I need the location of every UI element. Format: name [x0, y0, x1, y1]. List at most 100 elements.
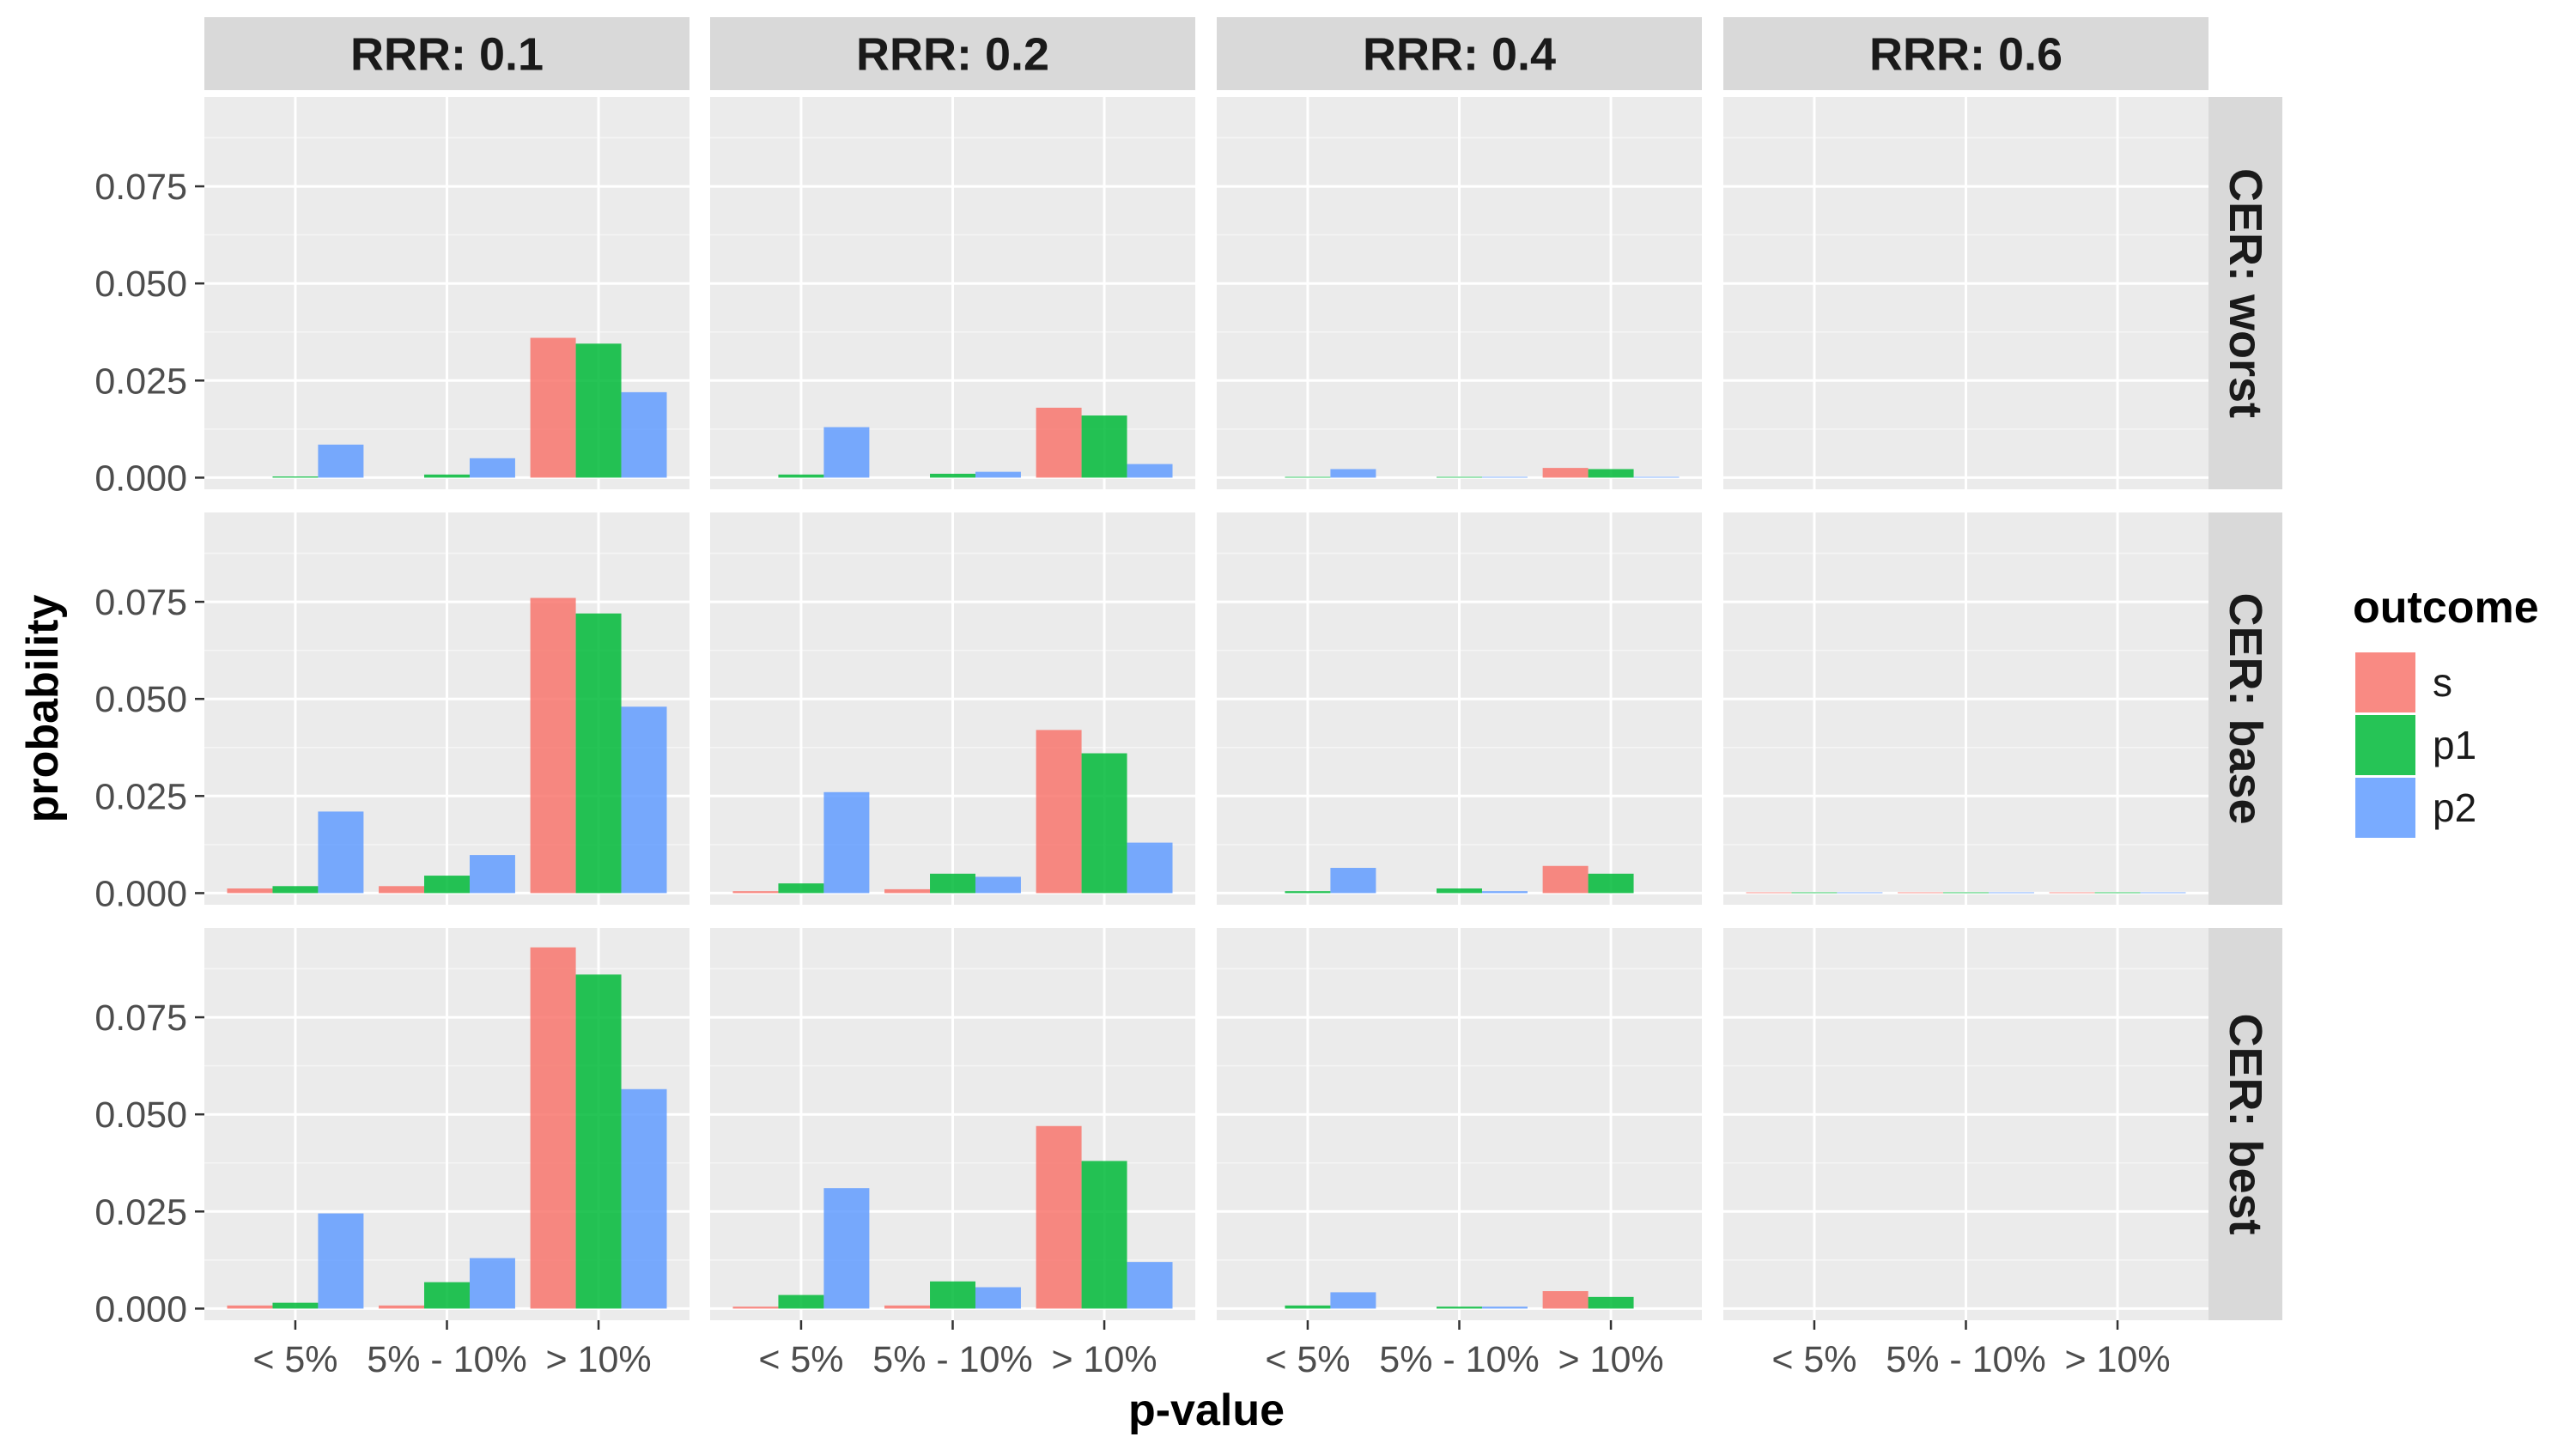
row-strip-background: [2208, 928, 2282, 1320]
facet-panel: [1217, 928, 1702, 1320]
bar-p1: [1081, 753, 1127, 894]
bar-p1: [778, 883, 824, 894]
x-axis: < 5% 5% - 10% > 10%: [252, 1320, 652, 1380]
column-strip: RRR: 0.4: [1217, 17, 1702, 90]
facet-panel: [710, 97, 1195, 489]
bar-p1: [1588, 873, 1634, 894]
row-strip-background: [2208, 512, 2282, 905]
facet-panel: [1723, 512, 2208, 905]
y-tick-label: 0.025: [94, 1191, 187, 1233]
bar-p1: [424, 474, 470, 478]
bar-p2: [1481, 476, 1528, 478]
bar-p2: [823, 427, 870, 478]
y-tick-label: 0.000: [94, 873, 187, 914]
facet-panel: [1723, 928, 2208, 1320]
column-strip-background: [1217, 17, 1702, 90]
x-tick-label: 5% - 10%: [872, 1339, 1032, 1380]
bar-p2: [1330, 868, 1376, 894]
bar-p2: [975, 876, 1021, 894]
bar-p2: [823, 1188, 870, 1309]
bar-s: [2049, 892, 2095, 894]
column-strip: RRR: 0.6: [1723, 17, 2208, 90]
legend-key-s: [2355, 652, 2415, 712]
legend-label-s: s: [2433, 660, 2452, 705]
bar-p2: [318, 444, 364, 478]
x-tick-label: 5% - 10%: [1379, 1339, 1539, 1380]
legend: outcome s p1 p2: [2353, 583, 2539, 838]
bar-s: [1746, 892, 1792, 894]
row-strip: CER: base: [2208, 512, 2282, 905]
bar-s: [1898, 892, 1944, 894]
bar-p1: [1437, 888, 1482, 894]
x-axis-title: p-value: [1128, 1385, 1285, 1435]
bar-p1: [1437, 476, 1482, 478]
bar-s: [530, 947, 576, 1309]
y-axis: 0.000 0.025 0.050 0.075: [94, 582, 204, 914]
bar-p1: [930, 873, 975, 894]
column-strip-background: [710, 17, 1195, 90]
bar-p1: [1285, 1305, 1331, 1309]
row-strip: CER: worst: [2208, 97, 2282, 489]
column-strip-background: [1723, 17, 2208, 90]
column-strip: RRR: 0.2: [710, 17, 1195, 90]
bar-p2: [1988, 892, 2034, 894]
bar-p2: [621, 706, 667, 894]
row-strip-label: CER: best: [2220, 1013, 2271, 1234]
column-strip-label: RRR: 0.1: [350, 29, 544, 81]
bar-p1: [1791, 892, 1838, 894]
row-strip-background: [2208, 97, 2282, 489]
bar-p1: [2094, 892, 2141, 894]
bar-p2: [318, 811, 364, 894]
facet-panel: [204, 512, 690, 905]
bar-s: [1542, 865, 1589, 894]
x-tick-label: < 5%: [1265, 1339, 1350, 1380]
bar-p2: [318, 1213, 364, 1309]
row-strip: CER: best: [2208, 928, 2282, 1320]
bar-p1: [272, 886, 319, 894]
x-tick-label: > 10%: [1052, 1339, 1157, 1380]
x-axis: < 5% 5% - 10% > 10%: [1265, 1320, 1664, 1380]
bar-s: [1036, 730, 1082, 894]
bar-p2: [469, 1258, 515, 1309]
column-strip-background: [204, 17, 690, 90]
bar-p2: [621, 391, 667, 478]
bar-p1: [272, 1302, 319, 1309]
bar-s: [1036, 407, 1082, 478]
legend-key-p1: [2355, 715, 2415, 775]
column-strip-label: RRR: 0.4: [1363, 29, 1556, 81]
legend-label-p2: p2: [2433, 785, 2476, 830]
facet-panel: [1217, 97, 1702, 489]
bar-p2: [621, 1088, 667, 1309]
bar-p1: [1943, 892, 1989, 894]
bar-s: [732, 1307, 779, 1309]
bar-p2: [1127, 1262, 1173, 1309]
facet-panel: [1723, 97, 2208, 489]
bar-p2: [975, 471, 1021, 478]
bar-s: [530, 597, 576, 894]
facet-panel: [1217, 512, 1702, 905]
bar-p1: [272, 476, 319, 478]
y-tick-label: 0.075: [94, 167, 187, 208]
x-tick-label: > 10%: [1558, 1339, 1664, 1380]
row-strip-label: CER: base: [2220, 592, 2271, 824]
bar-p1: [778, 1294, 824, 1309]
bar-p1: [424, 876, 470, 894]
bar-s: [227, 1305, 273, 1309]
facet-panel: [204, 928, 690, 1320]
y-tick-label: 0.025: [94, 776, 187, 817]
facet-panel: [204, 97, 690, 489]
bar-s: [1542, 1291, 1589, 1309]
bar-s: [732, 891, 779, 894]
x-tick-label: > 10%: [2065, 1339, 2171, 1380]
bar-p2: [1330, 1292, 1376, 1309]
legend-title: outcome: [2353, 583, 2539, 633]
bar-p1: [1285, 476, 1331, 478]
x-axis: < 5% 5% - 10% > 10%: [1771, 1320, 2171, 1380]
y-tick-label: 0.050: [94, 679, 187, 720]
bar-p1: [424, 1282, 470, 1309]
bar-s: [1542, 468, 1589, 478]
y-tick-label: 0.000: [94, 458, 187, 499]
bar-p1: [1081, 1161, 1127, 1309]
bar-p1: [575, 613, 622, 894]
bar-p2: [823, 791, 870, 894]
